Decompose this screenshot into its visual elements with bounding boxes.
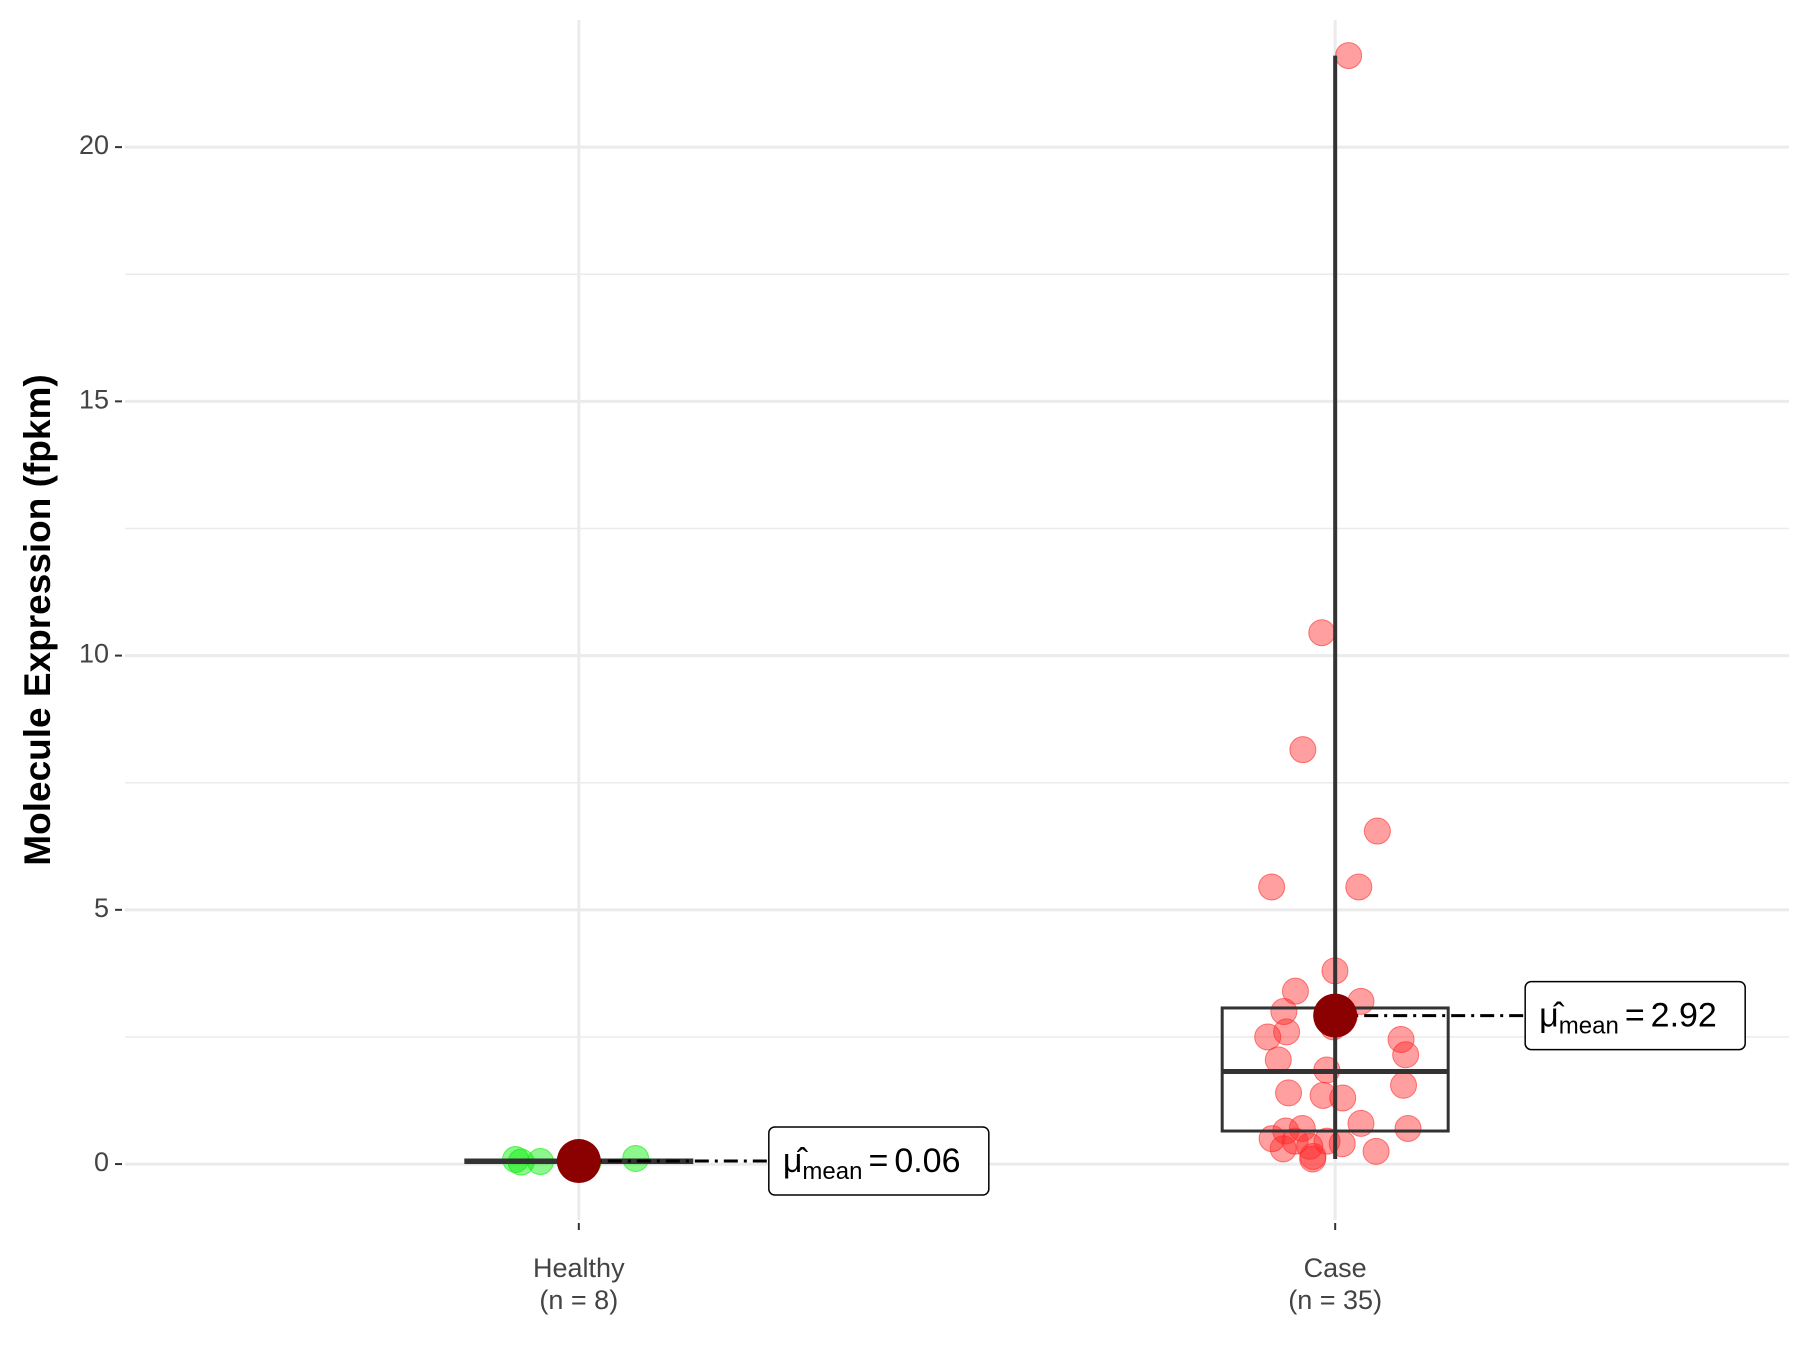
- mean-value: 0.06: [894, 1142, 960, 1180]
- y-tick-label: 20: [79, 130, 109, 160]
- mean-label-box: [768, 1126, 990, 1196]
- data-point: [1308, 619, 1336, 647]
- y-tick-label: 15: [79, 384, 109, 414]
- mean-point: [556, 1139, 601, 1184]
- data-point: [1288, 1114, 1316, 1142]
- data-point: [1269, 1135, 1297, 1163]
- data-point: [1275, 1079, 1303, 1107]
- data-point: [1270, 998, 1298, 1026]
- data-point: [1273, 1018, 1301, 1046]
- mean-label: μ̂mean = 2.92: [1539, 997, 1717, 1040]
- data-point: [1394, 1114, 1422, 1142]
- data-point: [1254, 1023, 1282, 1051]
- data-point: [1281, 977, 1309, 1005]
- y-tick-label: 0: [94, 1147, 109, 1177]
- data-point: [1258, 873, 1286, 901]
- x-count-label: (n = 35): [1288, 1285, 1382, 1315]
- group-healthy: μ̂mean = 0.06: [464, 1126, 990, 1196]
- group-case: μ̂mean = 2.92: [1220, 42, 1746, 1173]
- data-point: [1335, 42, 1363, 70]
- data-point: [1387, 1025, 1415, 1053]
- mean-subscript: mean: [1559, 1013, 1619, 1040]
- data-point: [1363, 817, 1391, 845]
- data-point: [622, 1144, 650, 1172]
- mean-label-box: [1524, 980, 1746, 1051]
- mean-equals: =: [1625, 997, 1645, 1035]
- data-point: [1289, 736, 1317, 764]
- mean-subscript: mean: [802, 1158, 862, 1185]
- x-tick-label: Case: [1304, 1253, 1367, 1283]
- mean-value: 2.92: [1651, 997, 1717, 1035]
- y-axis-label: Molecule Expression (fpkm): [17, 374, 58, 865]
- data-point: [1328, 1130, 1356, 1158]
- x-count-label: (n = 8): [539, 1285, 618, 1315]
- x-tick-label: Healthy: [533, 1253, 625, 1283]
- y-tick-label: 10: [79, 639, 109, 669]
- mean-equals: =: [868, 1142, 888, 1180]
- data-point: [1264, 1046, 1292, 1074]
- data-point: [1299, 1145, 1327, 1173]
- y-tick-label: 5: [94, 893, 109, 923]
- mean-point: [1313, 993, 1358, 1038]
- data-point: [1390, 1071, 1418, 1099]
- data-point: [1345, 873, 1373, 901]
- data-point: [1392, 1041, 1420, 1069]
- data-point: [1362, 1137, 1390, 1165]
